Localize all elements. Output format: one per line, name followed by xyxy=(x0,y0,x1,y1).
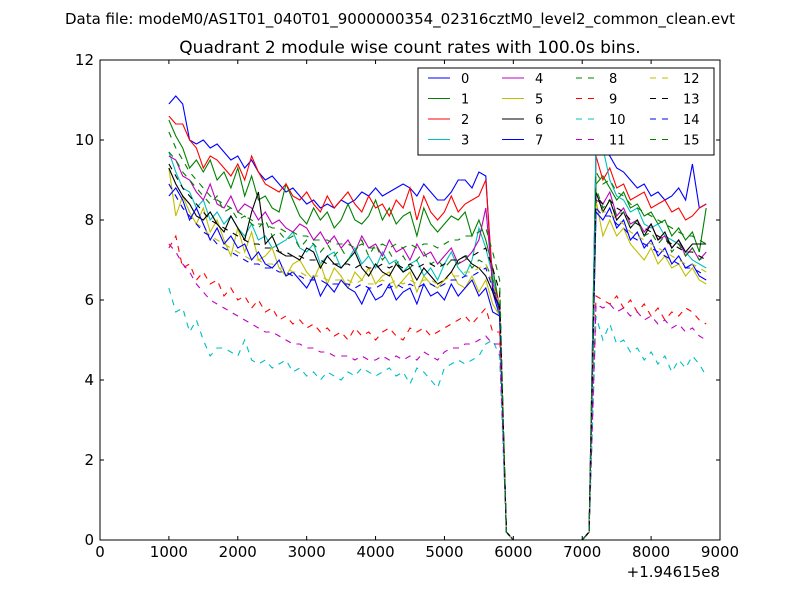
legend-label-14: 14 xyxy=(683,113,700,128)
x-tick-label: 0 xyxy=(95,543,105,561)
series-line-11 xyxy=(168,243,707,541)
legend-label-13: 13 xyxy=(683,93,700,108)
x-tick-label: 9000 xyxy=(701,543,739,561)
legend-label-7: 7 xyxy=(535,134,543,149)
x-tick-label: 5000 xyxy=(425,543,463,561)
y-tick-label: 4 xyxy=(84,371,94,389)
legend-label-0: 0 xyxy=(461,72,469,87)
series-line-8 xyxy=(168,151,707,541)
chart-title: Quadrant 2 module wise count rates with … xyxy=(179,38,640,58)
series-line-14 xyxy=(168,183,707,541)
legend-frame xyxy=(417,67,715,156)
chart-supertitle: Data file: modeM0/AS1T01_040T01_90000003… xyxy=(65,10,735,29)
series-line-10 xyxy=(168,287,707,541)
y-tick-label: 2 xyxy=(84,451,94,469)
series-line-7 xyxy=(168,187,707,541)
x-tick-label: 7000 xyxy=(563,543,601,561)
x-tick-label: 3000 xyxy=(288,543,326,561)
series-line-5 xyxy=(168,167,707,541)
axes-layer: 0 1000 2000 3000 4000 5000 6000 7000 8000 9000 0 2 4… xyxy=(75,51,739,561)
legend-label-15: 15 xyxy=(683,134,700,149)
series-line-13 xyxy=(168,163,707,541)
y-tick-label: 10 xyxy=(75,131,94,149)
y-tick-label: 12 xyxy=(75,51,94,69)
legend-label-3: 3 xyxy=(461,134,469,149)
y-tick-label: 6 xyxy=(84,291,94,309)
x-tick-label: 8000 xyxy=(632,543,670,561)
series-line-3 xyxy=(168,147,707,541)
series-line-2 xyxy=(168,115,707,541)
legend-label-10: 10 xyxy=(609,113,626,128)
series-line-1 xyxy=(168,119,707,541)
series-line-4 xyxy=(168,155,707,541)
legend-label-9: 9 xyxy=(609,93,617,108)
x-tick-label: 1000 xyxy=(150,543,188,561)
legend-label-8: 8 xyxy=(609,72,617,87)
legend-label-11: 11 xyxy=(609,134,626,149)
y-tick-label: 8 xyxy=(84,211,94,229)
legend-label-12: 12 xyxy=(683,72,700,87)
legend-label-5: 5 xyxy=(535,93,543,108)
legend-label-2: 2 xyxy=(461,113,469,128)
x-tick-label: 4000 xyxy=(356,543,394,561)
legend-label-6: 6 xyxy=(535,113,543,128)
legend-label-4: 4 xyxy=(535,72,543,87)
series-line-6 xyxy=(168,167,707,541)
y-tick-label: 0 xyxy=(84,531,94,549)
series-layer xyxy=(168,95,707,541)
series-line-15 xyxy=(168,131,707,541)
x-tick-label: 6000 xyxy=(494,543,532,561)
x-offset-label: +1.94615e8 xyxy=(627,563,720,581)
series-line-12 xyxy=(168,183,707,541)
series-line-9 xyxy=(168,234,707,541)
legend-label-1: 1 xyxy=(461,93,469,108)
x-tick-label: 2000 xyxy=(219,543,257,561)
